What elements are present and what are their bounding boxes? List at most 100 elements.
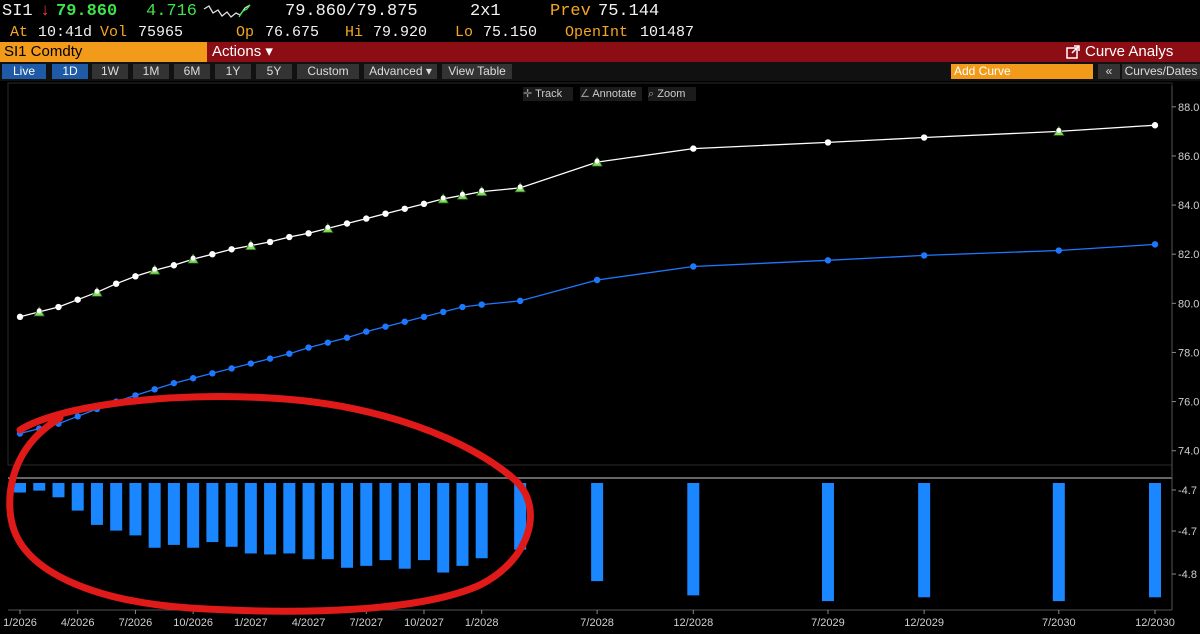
upper-curve-line xyxy=(19,124,1156,318)
lower-curve-point xyxy=(228,365,235,372)
high-label: Hi xyxy=(345,24,364,41)
pencil-icon: ∠ xyxy=(580,88,590,100)
price-down-arrow-icon: ↓ xyxy=(40,2,51,21)
curve-chart[interactable]: 74.0 76.0 78.0 80.0 82.0 84.0 86.0 88.0 -4.7 -4.7… xyxy=(0,81,1200,634)
spread-bar xyxy=(379,483,392,561)
x-tick-label: 1/2026 xyxy=(3,617,37,629)
x-tick-label: 12/2029 xyxy=(904,617,944,629)
spread-bar xyxy=(1052,483,1065,602)
y-tick-label: 76.0 xyxy=(1178,397,1199,409)
period-1d-button[interactable]: 1D xyxy=(52,64,88,79)
spread-bar xyxy=(1149,483,1161,598)
upper-curve-point xyxy=(343,220,351,227)
upper-curve-point xyxy=(286,233,293,241)
annotate-tool[interactable]: ∠ Annotate xyxy=(580,87,642,101)
lower-curve-line xyxy=(19,243,1156,435)
upper-curve-point xyxy=(420,200,428,208)
period-1m-button[interactable]: 1M xyxy=(133,64,169,79)
upper-curve-point xyxy=(401,205,408,212)
period-1w-button[interactable]: 1W xyxy=(92,64,128,79)
period-1y-button[interactable]: 1Y xyxy=(215,64,251,79)
upper-curve-point xyxy=(170,262,178,269)
lower-curve-point xyxy=(459,303,466,311)
lower-curve-point xyxy=(324,339,331,346)
magnifier-icon: ⌕ xyxy=(648,88,655,100)
zoom-tool[interactable]: ⌕ Zoom xyxy=(648,87,696,101)
upper-curve-point xyxy=(190,255,196,261)
curves-dates-button[interactable]: Curves/Dates xyxy=(1122,64,1200,79)
x-tick-label: 4/2027 xyxy=(292,617,326,629)
live-button[interactable]: Live xyxy=(2,64,46,79)
y-tick-label: 74.0 xyxy=(1178,446,1199,458)
quote-bar: SI1 ↓ 79.860 4.716 79.860/79.875 2x1 Pre… xyxy=(0,0,1200,24)
spread-bar xyxy=(514,483,527,550)
prev-label: Prev xyxy=(550,2,591,21)
y-tick-label: 80.0 xyxy=(1178,298,1199,310)
y-tick-label: 84.0 xyxy=(1178,200,1199,212)
low-label: Lo xyxy=(455,24,474,41)
view-table-button[interactable]: View Table xyxy=(442,64,512,79)
spread-bar xyxy=(244,483,257,554)
upper-curve-point xyxy=(55,303,62,311)
security-field[interactable]: SI1 Comdty xyxy=(0,42,207,62)
lower-curve-point xyxy=(209,370,216,377)
actions-menu[interactable]: Actions ▾ xyxy=(212,43,273,60)
spread-bar xyxy=(918,483,931,598)
upper-curve-point xyxy=(363,215,370,222)
advanced-menu[interactable]: Advanced ▾ xyxy=(364,64,437,79)
x-tick-label: 12/2028 xyxy=(673,617,713,629)
upper-curve-point xyxy=(16,313,24,321)
upper-curve-point xyxy=(594,158,600,164)
lower-curve-point xyxy=(593,276,601,284)
period-6m-button[interactable]: 6M xyxy=(174,64,210,79)
spread-bar xyxy=(321,483,334,560)
ticker-label[interactable]: SI1 xyxy=(2,2,33,21)
track-tool[interactable]: ✛ Track xyxy=(523,87,573,101)
upper-curve-point xyxy=(325,224,331,230)
vol-label: Vol xyxy=(100,24,128,41)
sparkline-icon xyxy=(203,4,251,18)
lower-curve-point xyxy=(920,252,928,259)
y-tick-label: 78.0 xyxy=(1178,347,1199,359)
custom-period-button[interactable]: Custom xyxy=(297,64,359,79)
popout-icon[interactable] xyxy=(1066,45,1080,59)
spread-bar xyxy=(206,483,219,543)
lower-curve-point xyxy=(690,263,697,270)
x-tick-label: 7/2030 xyxy=(1042,617,1076,629)
spread-bar xyxy=(398,483,411,569)
upper-curve-point xyxy=(209,251,216,258)
collapse-button[interactable]: « xyxy=(1098,64,1120,79)
lower-curve-point xyxy=(343,334,351,341)
spread-bar xyxy=(341,483,354,568)
x-tick-label: 12/2030 xyxy=(1135,617,1175,629)
period-5y-button[interactable]: 5Y xyxy=(256,64,292,79)
y-tick-label: 86.0 xyxy=(1178,151,1199,163)
upper-curve-point xyxy=(228,246,235,253)
spread-bar xyxy=(148,483,161,548)
zoom-label: Zoom xyxy=(657,88,686,100)
low-value: 75.150 xyxy=(483,24,538,41)
x-tick-label: 10/2026 xyxy=(173,617,213,629)
x-tick-label: 1/2028 xyxy=(465,617,499,629)
lower-curve-point xyxy=(247,360,255,367)
spread-bar xyxy=(437,483,450,573)
upper-curve-point xyxy=(248,242,254,248)
annotation-circle xyxy=(6,393,534,615)
lower-curve-point xyxy=(420,313,428,321)
x-tick-label: 7/2029 xyxy=(811,617,845,629)
spread-bar xyxy=(71,483,84,511)
upper-curve-point xyxy=(36,308,42,314)
spread-bar xyxy=(187,483,200,548)
bid-ask: 79.860/79.875 xyxy=(285,2,418,21)
x-tick-label: 1/2027 xyxy=(234,617,268,629)
lower-curve-point xyxy=(74,413,81,420)
open-interest-label: OpenInt xyxy=(565,24,629,41)
lower-curve-point xyxy=(824,257,832,264)
lower-curve-point xyxy=(170,379,178,387)
track-label: Track xyxy=(535,88,563,100)
add-curve-input[interactable]: Add Curve xyxy=(951,64,1093,79)
spread-bar xyxy=(591,483,604,582)
spread-bar xyxy=(360,483,373,566)
spread-bar xyxy=(264,483,277,555)
at-label: At xyxy=(10,24,29,41)
